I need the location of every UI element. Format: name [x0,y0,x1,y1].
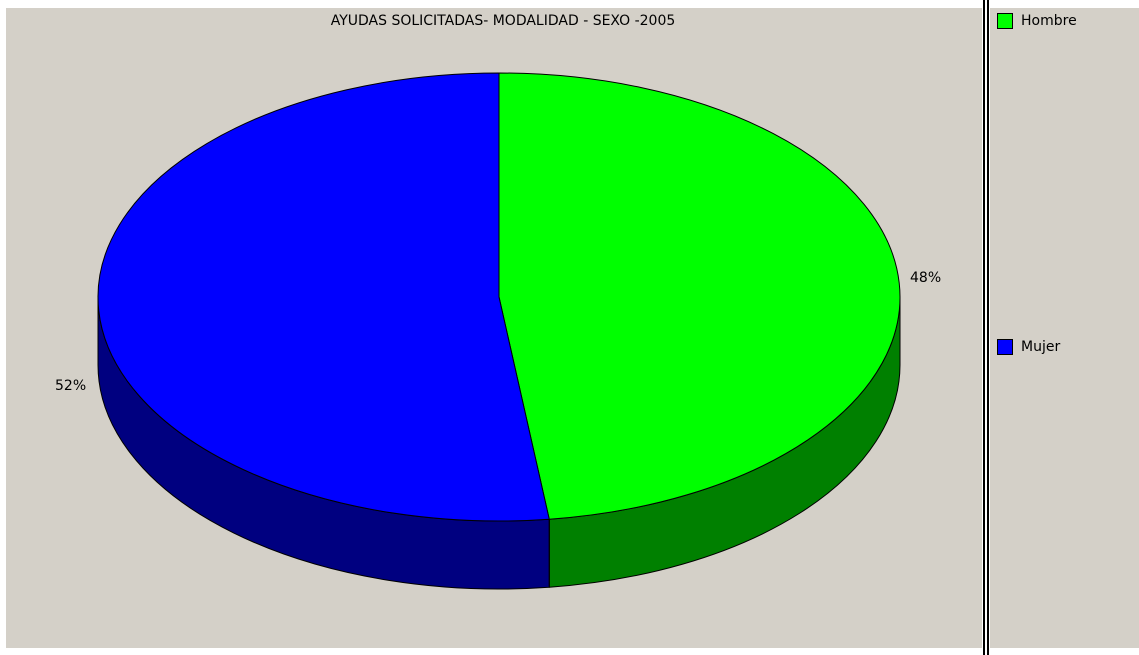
slice-label-mujer: 52% [55,378,87,394]
legend-panel [990,8,1139,648]
slice-hombre [498,72,901,520]
legend-label-mujer: Mujer [1021,339,1061,355]
legend-item-mujer: Mujer [997,339,1060,355]
slice-mujer [97,72,550,522]
slice-label-hombre: 48% [910,270,942,286]
legend-swatch-hombre [997,13,1013,29]
legend-swatch-mujer [997,339,1013,355]
legend-item-hombre: Hombre [997,13,1077,29]
panel-divider-inner [987,0,989,655]
chart-title: AYUDAS SOLICITADAS- MODALIDAD - SEXO -20… [330,13,676,29]
legend-label-hombre: Hombre [1021,13,1077,29]
panel-divider [983,0,985,655]
